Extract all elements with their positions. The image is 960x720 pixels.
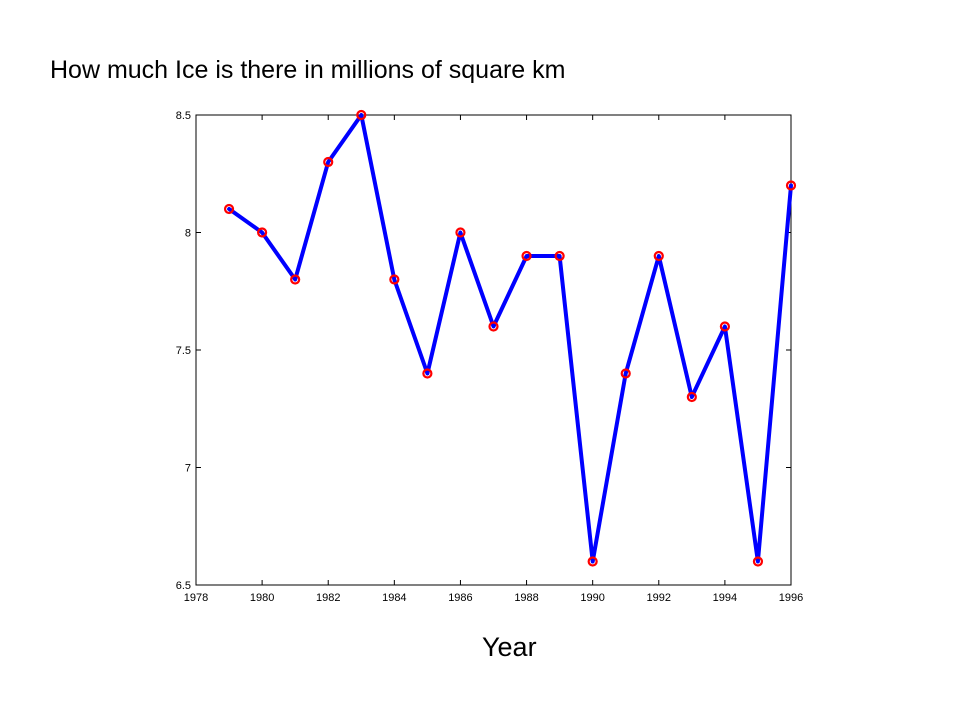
x-axis-label: Year <box>482 632 537 662</box>
x-tick-label: 1996 <box>779 592 803 604</box>
y-tick-label: 8 <box>185 228 191 240</box>
data-point <box>290 274 301 285</box>
x-tick-label: 1986 <box>448 592 472 604</box>
data-point <box>257 227 268 238</box>
y-axis-ticks: 6.5 7 7.5 8 8.5 <box>176 110 791 592</box>
data-point <box>686 391 697 403</box>
data-point <box>620 368 631 379</box>
data-point <box>719 321 730 332</box>
x-tick-label: 1978 <box>184 592 208 604</box>
data-point <box>653 250 664 262</box>
data-point <box>785 180 797 191</box>
y-tick-label: 8.5 <box>176 110 191 122</box>
y-tick-label: 7 <box>185 463 191 475</box>
x-axis-ticks: 1978 1980 1982 1984 1986 1988 1990 1992 1994 1996 <box>184 115 803 604</box>
x-tick-label: 1994 <box>713 592 737 604</box>
x-tick-label: 1990 <box>580 592 604 604</box>
plot-frame <box>195 114 792 586</box>
data-point <box>389 274 400 285</box>
y-tick-label: 6.5 <box>176 580 191 592</box>
data-point <box>223 203 235 215</box>
x-tick-label: 1984 <box>382 592 406 604</box>
series-line <box>227 113 793 564</box>
data-markers <box>223 109 797 567</box>
data-point <box>554 250 565 262</box>
data-point <box>752 556 764 567</box>
x-tick-label: 1988 <box>514 592 538 604</box>
y-tick-label: 7.5 <box>176 345 191 357</box>
x-tick-label: 1980 <box>250 592 274 604</box>
data-point <box>587 556 598 567</box>
data-point <box>488 321 499 332</box>
data-point <box>422 368 433 379</box>
data-point <box>455 227 466 238</box>
slide-title: How much Ice is there in millions of squ… <box>50 56 566 84</box>
data-point <box>356 109 367 121</box>
x-tick-label: 1992 <box>647 592 671 604</box>
x-tick-label: 1982 <box>316 592 340 604</box>
data-point <box>521 250 532 262</box>
data-point <box>323 156 334 168</box>
